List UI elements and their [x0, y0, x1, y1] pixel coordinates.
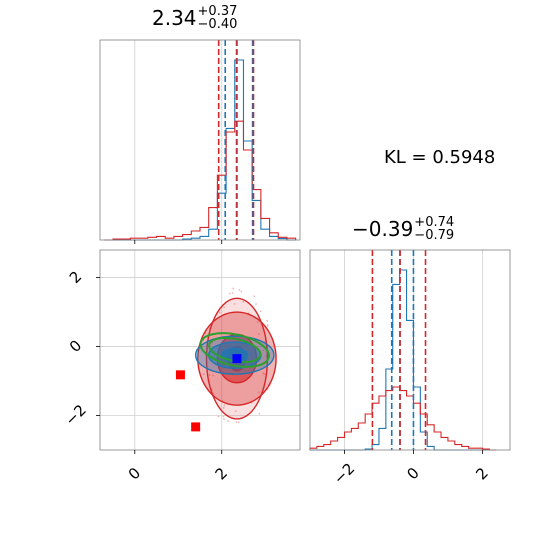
p3-sample-point	[262, 349, 265, 352]
p3-sample-point	[222, 415, 225, 418]
p3-sample-point	[263, 373, 266, 376]
p3-sample-point	[202, 373, 205, 376]
param2-summary-title: −0.39 +0.74 −0.79	[352, 216, 454, 242]
p3-sample-point	[233, 303, 236, 305]
p2-histogram-red	[309, 386, 497, 451]
p3-sample-point	[258, 391, 261, 394]
p3-y-tick-label: 2	[66, 267, 85, 286]
p3-y-tick-label: 0	[66, 336, 85, 355]
marginal-histogram-param1	[99, 39, 301, 244]
p3-marker-marker_red	[175, 370, 185, 380]
param1-summary-title: 2.34 +0.37 −0.40	[152, 5, 237, 31]
p3-contour-green	[199, 332, 270, 368]
p3-sample-point	[227, 420, 230, 422]
p3-sample-point	[218, 311, 221, 314]
p3-sample-point	[217, 415, 220, 418]
p1-axes-frame	[99, 39, 301, 241]
p3-sample-point	[256, 321, 259, 324]
p3-sample-point	[223, 404, 226, 407]
p3-marker-marker_blue	[232, 354, 242, 364]
param2-median: −0.39	[352, 217, 414, 241]
p3-sample-point	[238, 289, 241, 291]
param1-upper-error: +0.37	[197, 4, 238, 19]
p3-x-tick-label: 2	[212, 464, 231, 483]
p3-sample-point	[223, 306, 225, 309]
p2-x-tick-label: 2	[472, 464, 491, 483]
p3-sample-point	[266, 319, 269, 322]
p3-sample-point	[266, 324, 269, 327]
p2-x-tick-label: 0	[403, 464, 422, 483]
p1-histogram-red	[104, 120, 297, 241]
p3-sample-point	[235, 421, 238, 424]
p3-sample-point	[222, 406, 225, 409]
p3-sample-point	[258, 333, 260, 335]
p3-x-tick-label: 0	[125, 464, 144, 483]
param2-lower-error: −0.79	[414, 228, 455, 243]
kl-divergence-label: KL = 0.5948	[384, 147, 496, 168]
p2-axes-frame	[309, 249, 511, 451]
p3-sample-point	[255, 303, 257, 305]
p3-sample-point	[208, 374, 211, 377]
p2-histogram-blue	[310, 269, 497, 451]
param1-lower-error: −0.40	[197, 17, 238, 32]
p3-axes-frame	[99, 249, 301, 451]
p3-sample-point	[223, 418, 225, 420]
p3-sample-point	[259, 310, 262, 313]
joint-contour-plot: 0 2 −2 0 2	[61, 249, 301, 483]
p3-sample-point	[232, 287, 235, 290]
p3-sample-point	[262, 372, 264, 375]
p3-sample-point	[211, 341, 214, 344]
p3-sample-point	[265, 355, 267, 357]
p3-sample-point	[240, 290, 243, 293]
p3-marker-marker_red	[191, 422, 201, 432]
p3-sample-point	[242, 300, 245, 303]
marginal-histogram-param2: −2 0 2	[309, 249, 511, 488]
param1-median: 2.34	[152, 6, 197, 30]
p2-x-tick-label: −2	[330, 459, 358, 487]
p1-histogram-blue	[104, 59, 296, 241]
p3-sample-point	[231, 291, 234, 294]
p3-sample-point	[234, 410, 237, 412]
param2-upper-error: +0.74	[414, 215, 455, 230]
p3-sample-point	[212, 374, 215, 377]
p3-sample-point	[258, 412, 261, 415]
p3-sample-point	[237, 421, 240, 424]
p3-y-tick-label: −2	[61, 401, 89, 429]
p3-sample-point	[253, 295, 256, 298]
p3-sample-point	[228, 292, 231, 295]
